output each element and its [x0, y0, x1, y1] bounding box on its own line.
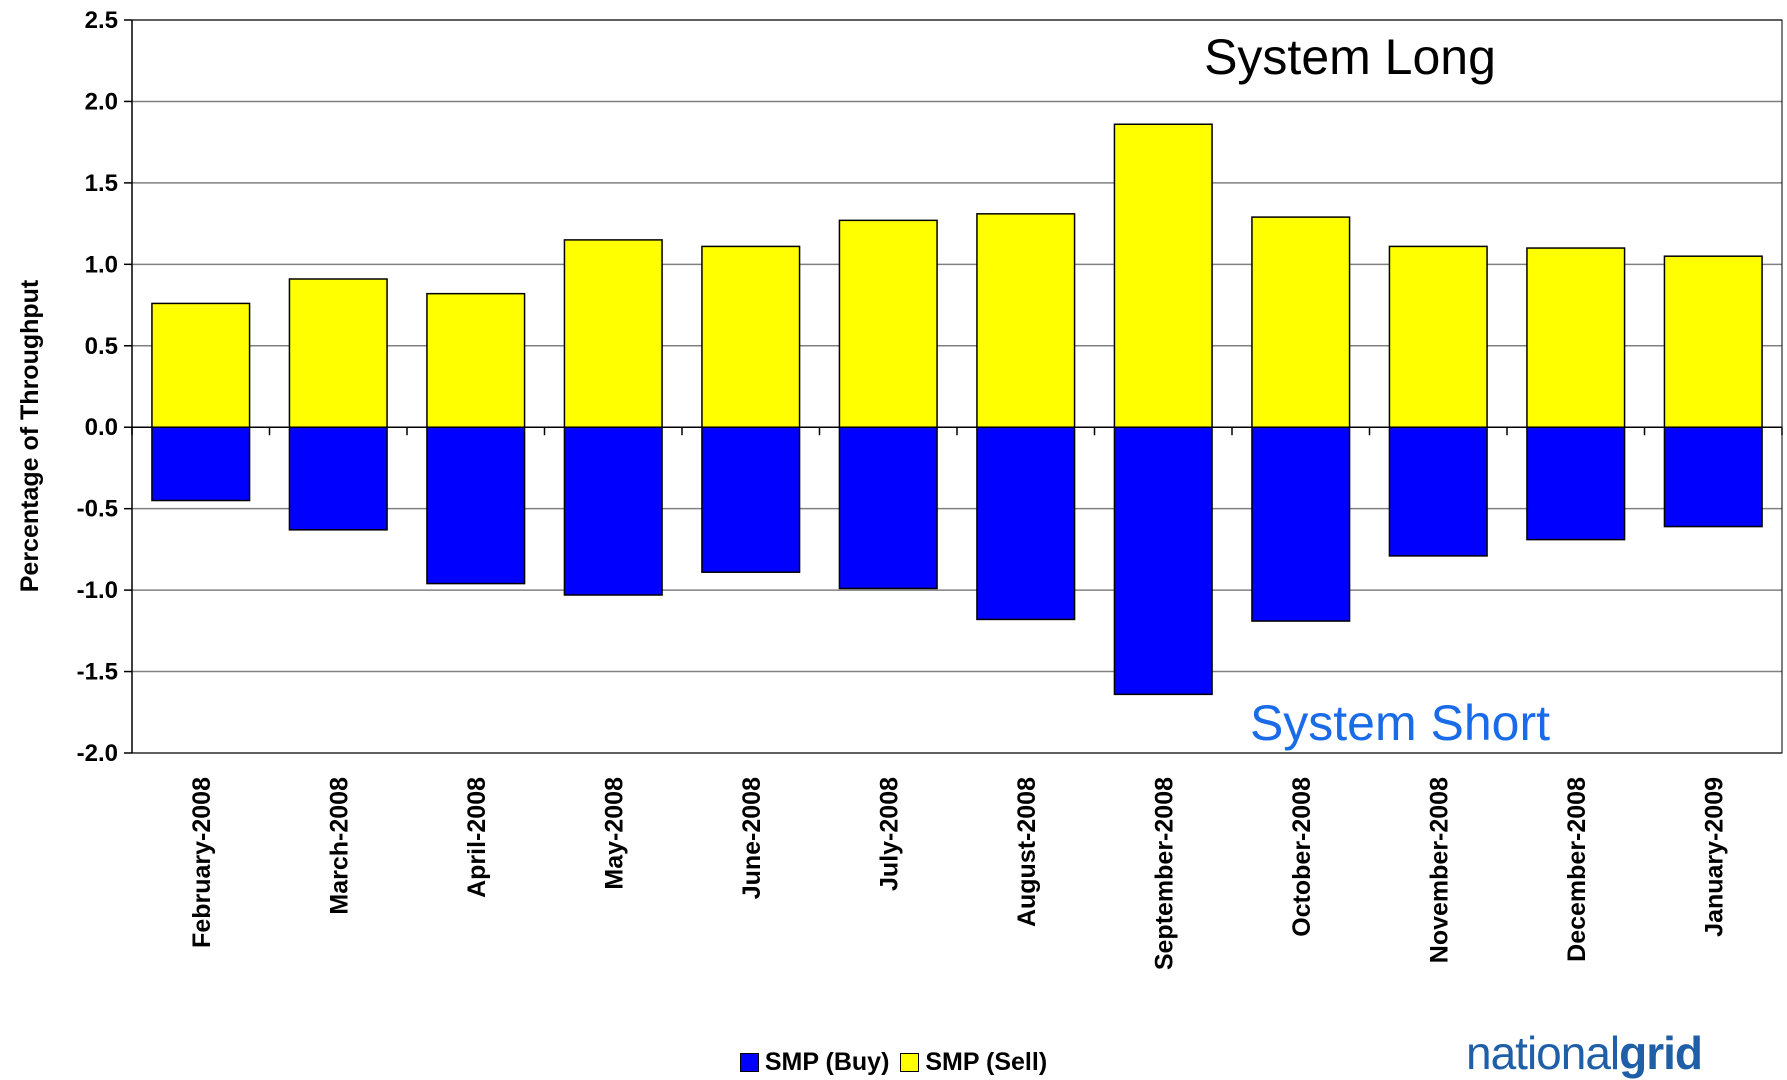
x-category-label: May-2008 — [600, 777, 628, 890]
bar-smp-sell — [563, 239, 663, 428]
x-category-label: March-2008 — [325, 777, 353, 915]
y-tick-label: -2.0 — [77, 740, 118, 767]
y-tick-label: 0.5 — [85, 333, 118, 360]
y-tick-label: -1.0 — [77, 577, 118, 604]
x-category-label: April-2008 — [463, 777, 491, 898]
legend-swatch-sell — [900, 1053, 920, 1072]
bar-smp-buy — [1663, 426, 1763, 528]
bar-smp-buy — [1388, 426, 1488, 557]
bar-smp-sell — [1526, 247, 1626, 428]
legend-item-buy: SMP (Buy) — [739, 1048, 890, 1077]
bar-smp-buy — [151, 426, 251, 502]
annotation-system-short: System Short — [1250, 695, 1550, 751]
bar-smp-buy — [288, 426, 388, 531]
y-axis-label: Percentage of Throughput — [16, 279, 44, 592]
logo-text-grid: grid — [1619, 1027, 1703, 1079]
bar-smp-sell — [288, 278, 388, 428]
y-tick-label: -0.5 — [77, 496, 118, 523]
bar-smp-sell — [1251, 216, 1351, 428]
x-category-label: July-2008 — [875, 777, 903, 891]
bar-smp-sell — [1388, 245, 1488, 428]
y-tick-label: 1.0 — [85, 251, 118, 278]
legend-swatch-buy — [739, 1053, 759, 1072]
bar-smp-buy — [563, 426, 663, 596]
logo-text-national: national — [1466, 1027, 1620, 1079]
plot-frame — [131, 19, 1783, 754]
bar-smp-sell — [1113, 123, 1213, 428]
x-category-labels: February-2008 March-2008 April-2008 May-200… — [188, 777, 1729, 970]
x-category-label: June-2008 — [738, 777, 766, 899]
bar-smp-buy — [701, 426, 801, 573]
bar-smp-buy — [838, 426, 938, 590]
bar-smp-buy — [1113, 426, 1213, 696]
bar-smp-buy — [976, 426, 1076, 621]
bar-smp-buy — [1526, 426, 1626, 541]
y-tick-label: 2.0 — [85, 88, 118, 115]
bar-smp-sell — [426, 292, 526, 428]
x-category-label: September-2008 — [1150, 777, 1178, 970]
bar-smp-sell — [976, 213, 1076, 428]
bar-smp-sell — [838, 219, 938, 428]
bar-smp-buy — [426, 426, 526, 585]
bar-smp-sell — [151, 302, 251, 428]
legend-label-sell: SMP (Sell) — [925, 1048, 1048, 1076]
axes — [124, 19, 1783, 754]
x-category-label: January-2009 — [1700, 777, 1728, 937]
y-tick-label: 1.5 — [85, 170, 118, 197]
bar-smp-sell — [701, 245, 801, 428]
y-tick-label: -1.5 — [77, 659, 118, 686]
legend-label-buy: SMP (Buy) — [764, 1048, 890, 1076]
x-category-label: August-2008 — [1013, 777, 1041, 927]
bar-smp-buy — [1251, 426, 1351, 622]
chart: 2.5 2.0 1.5 1.0 0.5 0.0 -0.5 -1.0 -1.5 -2.0 Febru… — [16, 7, 1783, 970]
national-grid-logo: nationalgrid — [1466, 1026, 1703, 1080]
legend-item-sell: SMP (Sell) — [900, 1048, 1047, 1077]
x-category-label: February-2008 — [188, 777, 216, 948]
bars — [151, 123, 1763, 696]
x-category-label: October-2008 — [1288, 777, 1316, 937]
x-category-label: November-2008 — [1425, 777, 1453, 963]
y-tick-labels: 2.5 2.0 1.5 1.0 0.5 0.0 -0.5 -1.0 -1.5 -2.0 — [77, 7, 118, 767]
annotation-system-long: System Long — [1204, 29, 1496, 85]
legend: SMP (Buy) SMP (Sell) — [0, 1048, 1787, 1079]
bar-smp-sell — [1663, 255, 1763, 428]
y-tick-label: 2.5 — [85, 7, 118, 34]
x-category-label: December-2008 — [1563, 777, 1591, 962]
y-tick-label: 0.0 — [85, 414, 118, 441]
